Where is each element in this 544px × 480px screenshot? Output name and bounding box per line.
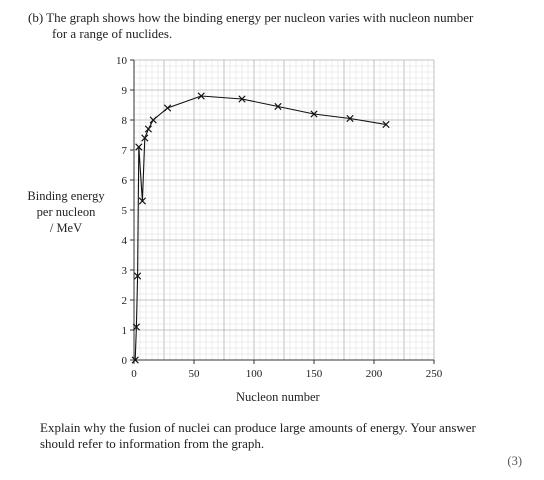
marker-stroke xyxy=(382,120,390,129)
y-tick-label: 3 xyxy=(122,265,128,277)
data-point-marker xyxy=(135,143,143,151)
marker-stroke xyxy=(238,95,246,103)
marker-stroke xyxy=(144,125,152,133)
x-tick-label: 150 xyxy=(306,368,323,380)
marker-stroke xyxy=(164,104,172,112)
intro-line-1: (b) The graph shows how the binding ener… xyxy=(28,10,474,25)
marker-stroke xyxy=(149,116,157,124)
data-point-marker xyxy=(144,125,152,133)
y-tick-label: 8 xyxy=(122,115,128,127)
y-axis-label: Binding energy per nucleon / MeV xyxy=(18,188,114,236)
marker-stroke xyxy=(141,134,149,142)
marker-stroke xyxy=(132,323,140,331)
marker-stroke xyxy=(310,110,318,118)
x-tick-label: 200 xyxy=(366,368,383,380)
y-axis-label-line-1: Binding energy xyxy=(27,189,105,203)
y-tick-label: 5 xyxy=(122,205,128,217)
y-tick-label: 10 xyxy=(116,55,128,67)
y-tick-label: 9 xyxy=(122,85,128,97)
y-tick-label: 1 xyxy=(122,325,128,337)
data-point-marker xyxy=(131,356,139,364)
marker-stroke xyxy=(134,272,142,280)
data-point-marker xyxy=(164,104,172,112)
data-point-marker xyxy=(310,110,318,118)
y-tick-label: 0 xyxy=(122,355,128,367)
x-axis-label: Nucleon number xyxy=(236,390,320,404)
y-axis-label-line-2: per nucleon xyxy=(36,205,96,219)
y-tick-label: 7 xyxy=(122,145,128,157)
data-point-marker xyxy=(132,323,140,331)
intro-line-2: for a range of nuclides. xyxy=(52,26,173,41)
question-text: Explain why the fusion of nuclei can pro… xyxy=(40,420,476,451)
x-tick-label: 100 xyxy=(246,368,263,380)
marker-stroke xyxy=(135,143,143,151)
marks-label: (3) xyxy=(507,454,522,468)
question-intro: (b) The graph shows how the binding ener… xyxy=(28,10,473,42)
x-tick-label: 0 xyxy=(131,368,137,380)
marker-stroke xyxy=(274,102,282,111)
marker-stroke xyxy=(131,356,139,364)
y-tick-label: 6 xyxy=(122,175,128,187)
data-point-marker xyxy=(149,116,157,124)
y-tick-label: 4 xyxy=(122,235,128,247)
data-point-marker xyxy=(346,114,354,123)
x-tick-label: 50 xyxy=(189,368,201,380)
data-point-marker xyxy=(382,120,390,129)
marker-stroke xyxy=(346,114,354,123)
data-point-marker xyxy=(197,92,205,100)
data-point-marker xyxy=(141,134,149,142)
y-tick-label: 2 xyxy=(122,295,128,307)
marker-stroke xyxy=(138,197,146,205)
y-axis-label-line-3: / MeV xyxy=(49,221,83,235)
data-point-marker xyxy=(134,272,142,280)
data-point-marker xyxy=(138,197,146,205)
marker-stroke xyxy=(197,92,205,100)
data-point-marker xyxy=(238,95,246,103)
x-tick-label: 250 xyxy=(426,368,443,380)
data-point-marker xyxy=(274,102,282,111)
